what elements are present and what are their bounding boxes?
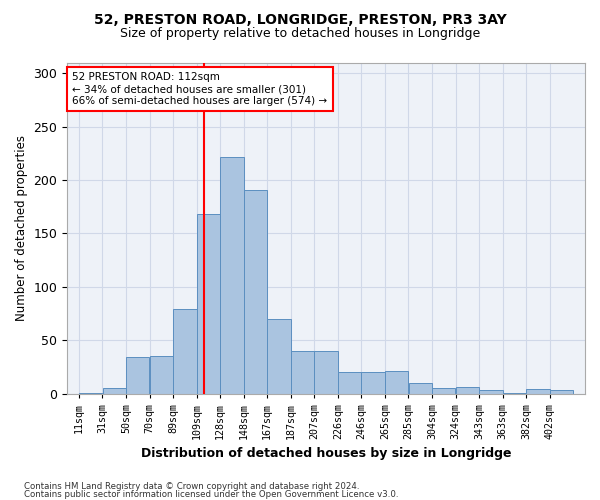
X-axis label: Distribution of detached houses by size in Longridge: Distribution of detached houses by size … bbox=[141, 447, 511, 460]
Bar bbox=[409, 383, 432, 394]
Bar bbox=[220, 156, 244, 394]
Bar bbox=[338, 372, 361, 394]
Bar bbox=[503, 392, 526, 394]
Bar bbox=[149, 356, 173, 394]
Bar bbox=[244, 190, 267, 394]
Bar bbox=[385, 371, 409, 394]
Y-axis label: Number of detached properties: Number of detached properties bbox=[15, 135, 28, 321]
Text: Contains HM Land Registry data © Crown copyright and database right 2024.: Contains HM Land Registry data © Crown c… bbox=[24, 482, 359, 491]
Bar bbox=[455, 387, 479, 394]
Bar bbox=[103, 388, 126, 394]
Bar bbox=[126, 358, 149, 394]
Bar bbox=[197, 214, 220, 394]
Text: 52, PRESTON ROAD, LONGRIDGE, PRESTON, PR3 3AY: 52, PRESTON ROAD, LONGRIDGE, PRESTON, PR… bbox=[94, 12, 506, 26]
Bar bbox=[314, 351, 338, 394]
Bar bbox=[361, 372, 385, 394]
Bar bbox=[526, 390, 550, 394]
Bar bbox=[479, 390, 503, 394]
Bar bbox=[432, 388, 455, 394]
Bar bbox=[267, 319, 291, 394]
Text: Size of property relative to detached houses in Longridge: Size of property relative to detached ho… bbox=[120, 28, 480, 40]
Text: Contains public sector information licensed under the Open Government Licence v3: Contains public sector information licen… bbox=[24, 490, 398, 499]
Bar bbox=[291, 351, 314, 394]
Bar bbox=[550, 390, 573, 394]
Text: 52 PRESTON ROAD: 112sqm
← 34% of detached houses are smaller (301)
66% of semi-d: 52 PRESTON ROAD: 112sqm ← 34% of detache… bbox=[73, 72, 328, 106]
Bar bbox=[79, 392, 103, 394]
Bar bbox=[173, 310, 197, 394]
